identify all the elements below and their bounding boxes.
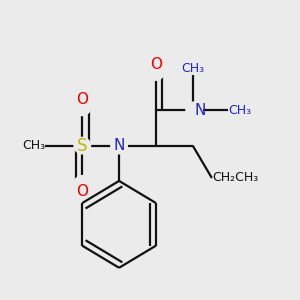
Text: O: O [150,57,162,72]
Text: CH₃: CH₃ [228,104,251,117]
Text: S: S [77,136,88,154]
Text: N: N [194,103,206,118]
Circle shape [74,137,91,154]
Text: N: N [113,138,125,153]
Text: O: O [76,92,88,107]
Circle shape [111,137,127,154]
Text: CH₂CH₃: CH₂CH₃ [212,172,258,184]
Circle shape [186,102,202,119]
Text: CH₃: CH₃ [181,62,204,75]
Circle shape [74,176,91,192]
Text: CH₃: CH₃ [22,139,46,152]
Text: O: O [76,184,88,199]
Circle shape [148,64,164,80]
Circle shape [74,99,91,116]
